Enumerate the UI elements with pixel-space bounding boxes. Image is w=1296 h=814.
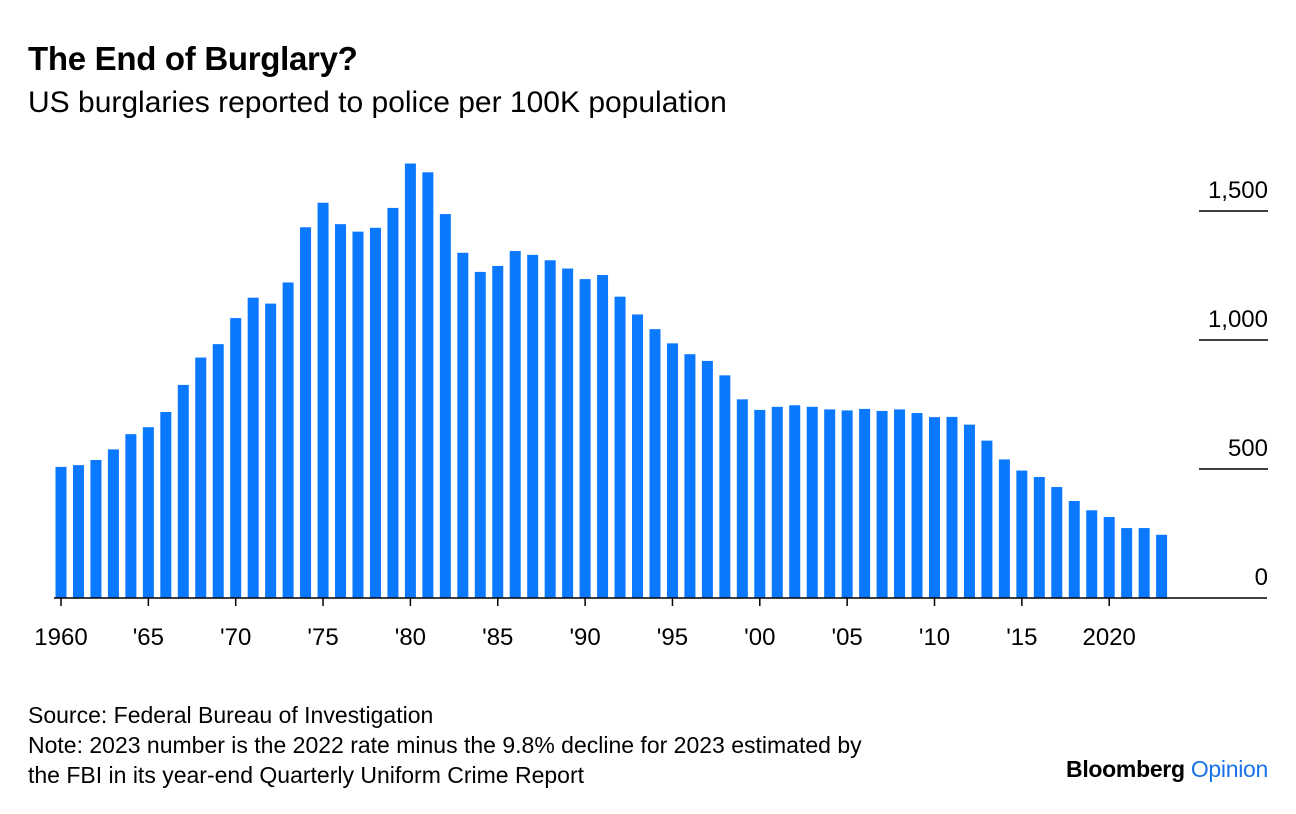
bar: [247, 297, 259, 598]
chart-title: The End of Burglary?: [28, 40, 358, 77]
bar: [736, 399, 748, 598]
x-tick-label: '90: [569, 624, 600, 651]
bar: [1138, 528, 1150, 598]
bar: [492, 265, 504, 598]
bar: [824, 409, 836, 598]
bar: [474, 271, 486, 598]
y-tick-label: 0: [1255, 564, 1268, 591]
bar: [876, 410, 888, 598]
bar: [614, 296, 626, 598]
y-tick-label: 1,000: [1208, 306, 1268, 333]
bar: [404, 163, 416, 598]
bar: [632, 314, 644, 598]
bar: [963, 424, 975, 598]
bar: [265, 303, 277, 598]
bar: [597, 274, 609, 598]
bar: [701, 360, 713, 598]
bar: [1068, 500, 1080, 598]
bar: [300, 227, 312, 598]
bar: [998, 459, 1010, 598]
bar: [894, 409, 906, 598]
bar: [684, 354, 696, 598]
bar: [125, 434, 137, 598]
methodology-note-line-1: Note: 2023 number is the 2022 rate minus…: [28, 732, 862, 758]
bar: [544, 260, 556, 598]
bar: [754, 409, 766, 598]
y-tick-label: 1,500: [1208, 177, 1268, 204]
bar: [457, 252, 469, 598]
bar: [562, 268, 574, 598]
methodology-note-line-2: the FBI in its year-end Quarterly Unifor…: [28, 762, 585, 788]
bar: [55, 466, 67, 598]
bar: [230, 318, 242, 598]
bar: [369, 227, 381, 598]
x-tick-label: '85: [482, 624, 513, 651]
x-tick-label: '75: [307, 624, 338, 651]
bar: [142, 427, 154, 598]
bar: [177, 384, 189, 598]
bar: [771, 406, 783, 598]
bar: [806, 406, 818, 598]
bar: [72, 465, 84, 598]
x-tick-label: '15: [1006, 624, 1037, 651]
bar: [579, 279, 591, 598]
bar: [789, 405, 801, 598]
chart-footer: Source: Federal Bureau of Investigation …: [28, 700, 862, 790]
bar: [160, 411, 172, 598]
x-tick-label: '70: [220, 624, 251, 651]
bar: [929, 417, 940, 598]
bar: [1121, 528, 1133, 598]
bar: [195, 357, 207, 598]
brand-name: Bloomberg: [1066, 756, 1185, 782]
bar: [422, 172, 434, 599]
bar: [911, 413, 923, 598]
brand-logo: Bloomberg Opinion: [1066, 756, 1268, 783]
bar: [509, 250, 521, 598]
bar: [317, 202, 329, 598]
bar: [282, 282, 294, 598]
bar: [1033, 476, 1045, 598]
bar: [1103, 516, 1115, 598]
bar: [1051, 487, 1063, 598]
bar: [1016, 470, 1028, 598]
bar-chart: 0 500 1,000 1,500 1960 '65 '70 '75 '80 '85 '90 '95 '…: [34, 163, 1268, 651]
bar: [352, 231, 364, 598]
bar: [212, 344, 224, 598]
bar: [649, 329, 661, 598]
x-tick-label: '05: [832, 624, 863, 651]
bar: [439, 214, 451, 598]
bar: [719, 375, 731, 598]
bar: [90, 459, 102, 598]
x-tick-label: '00: [744, 624, 775, 651]
bar: [527, 254, 539, 599]
bar: [666, 343, 678, 598]
bar: [859, 408, 871, 598]
brand-product: Opinion: [1190, 756, 1268, 782]
source-note: Source: Federal Bureau of Investigation: [28, 702, 434, 728]
chart-subtitle: US burglaries reported to police per 100…: [28, 86, 727, 119]
x-tick-label: '80: [395, 624, 426, 651]
bar: [335, 224, 347, 598]
x-tick-label: '95: [657, 624, 688, 651]
bar: [841, 410, 853, 598]
bar: [387, 207, 399, 598]
x-tick-label: '65: [133, 624, 164, 651]
x-tick-label: 2020: [1083, 624, 1136, 651]
bar: [1156, 534, 1168, 598]
x-tick-label: '10: [919, 624, 950, 651]
bar: [981, 440, 993, 598]
bar: [1086, 510, 1098, 598]
bar: [107, 449, 119, 598]
y-tick-label: 500: [1228, 435, 1268, 462]
bar: [946, 416, 958, 598]
x-tick-label: 1960: [34, 624, 87, 651]
